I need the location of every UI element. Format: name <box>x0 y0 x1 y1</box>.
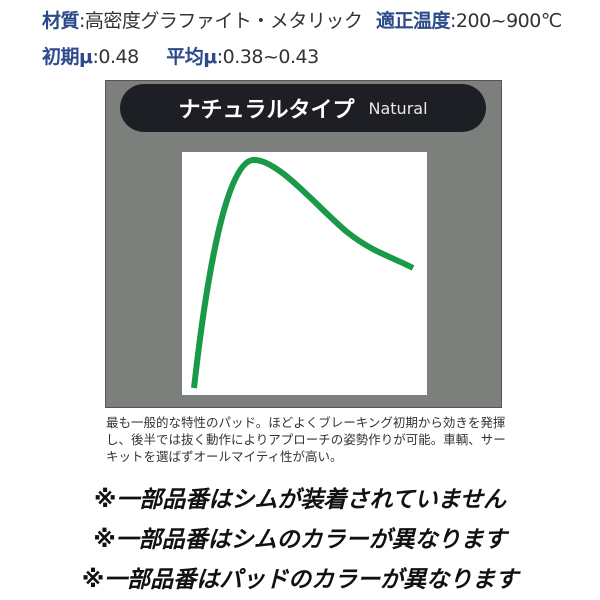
avg-mu-label: 平均μ <box>166 46 217 68</box>
spec-line-2: 初期μ:0.48 平均μ:0.38~0.43 <box>42 42 319 69</box>
note-3: ※一部品番はパッドのカラーが異なります <box>81 567 519 593</box>
type-name-en: Natural <box>368 98 428 118</box>
material-value: :高密度グラファイト・メタリック <box>79 10 363 32</box>
temp-label: 適正温度 <box>375 10 451 32</box>
material-label: 材質 <box>42 10 80 32</box>
friction-curve-chart <box>182 152 427 395</box>
temp-value: :200~900℃ <box>449 10 562 32</box>
note-2: ※一部品番はシムのカラーが異なります <box>93 527 507 553</box>
initial-mu-label: 初期μ <box>42 46 93 68</box>
spec-line-1: 材質:高密度グラファイト・メタリック 適正温度:200~900℃ <box>42 6 562 33</box>
type-header: ナチュラルタイプ Natural <box>120 84 486 132</box>
description: 最も一般的な特性のパッド。ほどよくブレーキング初期から効きを発揮し、後半では抜く… <box>106 415 506 464</box>
initial-mu-value: :0.48 <box>92 46 139 68</box>
type-name-jp: ナチュラルタイプ <box>178 98 355 123</box>
avg-mu-value: :0.38~0.43 <box>216 46 319 68</box>
note-1: ※一部品番はシムが装着されていません <box>94 487 506 513</box>
friction-curve <box>191 157 415 389</box>
